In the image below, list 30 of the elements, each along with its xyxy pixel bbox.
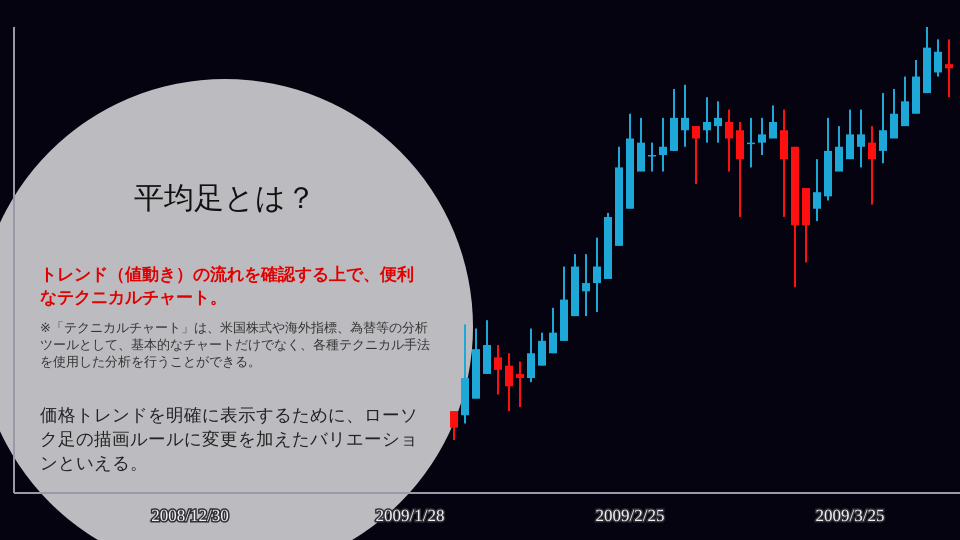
candlestick	[494, 344, 502, 396]
candlestick	[681, 84, 689, 148]
candlestick	[648, 142, 656, 173]
candlestick	[450, 410, 458, 441]
candlestick	[725, 108, 733, 173]
candlestick	[659, 116, 667, 173]
candlestick	[758, 116, 766, 156]
candlestick	[945, 38, 953, 98]
candlestick	[593, 236, 601, 313]
text: トレンド（値動き）の流れを確認する上で、便利なテクニカルチャート。	[40, 264, 415, 310]
candlestick	[703, 96, 711, 144]
candlestick	[769, 104, 777, 140]
candlestick	[879, 92, 887, 164]
candlestick	[505, 352, 513, 412]
annotation: ※「テクニカルチャート」は、米国株式や海外指標、為替等の分析ツールとして、基本的なチャートだけでなく、各種テクニカル手法を使用した分析を行うことができる。	[40, 320, 431, 371]
candlestick	[934, 38, 942, 78]
candlestick	[692, 125, 700, 185]
candlestick	[714, 100, 722, 144]
text: 平均足とは？	[133, 180, 317, 218]
candlestick	[857, 108, 865, 168]
x-tick-label: 2009/3/25	[816, 506, 884, 525]
candlestick	[747, 116, 755, 168]
candlestick	[516, 360, 524, 408]
candlestick	[868, 125, 876, 206]
annotation: 価格トレンドを明確に表示するために、ローソク足の描画ルールに変更を加えたバリエーションといえる。	[40, 405, 419, 476]
x-tick-label: 2009/2/25	[596, 506, 664, 525]
candlestick	[549, 306, 557, 354]
candlestick	[582, 253, 590, 318]
candlestick	[813, 158, 821, 222]
x-tick-label: 2008/12/30	[151, 506, 229, 525]
